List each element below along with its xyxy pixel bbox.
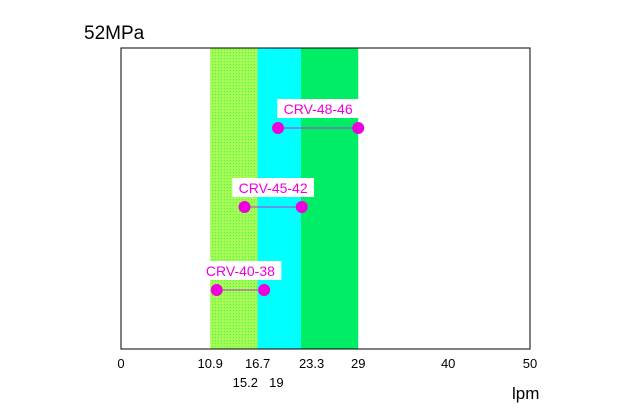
x-tick-label: 16.7: [245, 356, 270, 371]
range-min-point: [238, 201, 251, 213]
flow-band-2: [257, 48, 301, 349]
x-tick-label: 10.9: [198, 356, 223, 371]
pressure-label: 52MPa: [84, 23, 145, 44]
x-tick-label: 19: [269, 375, 283, 390]
series-layer: CRV-40-38 CRV-45-42 CRV-48-46: [199, 99, 365, 296]
flow-band-3: [300, 48, 359, 349]
flow-bands: [210, 48, 359, 349]
range-min-point: [272, 122, 285, 134]
x-axis-unit-label: lpm: [512, 384, 540, 403]
series-label: CRV-45-42: [239, 180, 308, 196]
series-crv-45-42: CRV-45-42: [232, 178, 315, 213]
range-max-point: [352, 122, 365, 134]
x-tick-label: 40: [441, 356, 455, 371]
series-label-box: [232, 178, 315, 197]
series-label: CRV-48-46: [284, 101, 353, 117]
series-crv-40-38: CRV-40-38: [199, 261, 282, 296]
series-label-box: [277, 99, 360, 118]
range-max-point: [258, 284, 271, 296]
x-tick-label: 50: [523, 356, 537, 371]
series-label: CRV-40-38: [206, 263, 275, 279]
plot-frame: [120, 47, 531, 350]
x-tick-label: 29: [351, 356, 365, 371]
flow-band-1: [210, 48, 258, 349]
series-label-box: [199, 261, 282, 280]
x-tick-label: 0: [117, 356, 124, 371]
range-min-point: [210, 284, 223, 296]
x-tick-labels: 0 10.9 16.7 23.3 29 40 50 15.2 19: [117, 356, 537, 390]
x-tick-label: 23.3: [299, 356, 324, 371]
series-crv-48-46: CRV-48-46: [272, 99, 365, 134]
range-max-point: [295, 201, 308, 213]
x-tick-label: 15.2: [233, 375, 258, 390]
